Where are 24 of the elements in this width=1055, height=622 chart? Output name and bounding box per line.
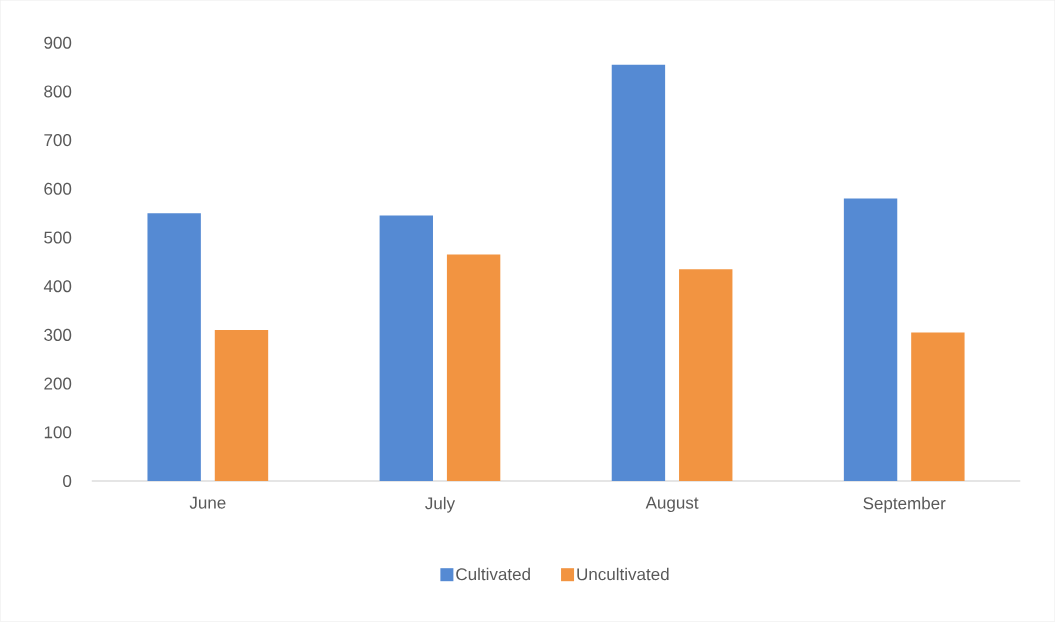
x-tick-label: September bbox=[863, 496, 946, 513]
bar bbox=[446, 254, 501, 482]
bar bbox=[611, 64, 666, 482]
y-tick-label: 0 bbox=[63, 475, 72, 488]
y-tick-label: 500 bbox=[44, 231, 72, 244]
y-tick-label: 300 bbox=[44, 328, 72, 342]
x-tick-label: June bbox=[189, 496, 226, 509]
y-tick-label: 700 bbox=[44, 134, 72, 147]
y-tick-label: 900 bbox=[44, 36, 72, 49]
legend-label: Cultivated bbox=[456, 567, 530, 581]
y-tick-label: 200 bbox=[44, 377, 72, 390]
bar bbox=[147, 213, 201, 482]
y-tick-label: 800 bbox=[44, 85, 72, 98]
bar bbox=[843, 198, 898, 482]
bar bbox=[679, 269, 733, 482]
x-tick-label: August bbox=[645, 496, 699, 513]
y-tick-label: 100 bbox=[44, 426, 72, 439]
bar bbox=[214, 330, 269, 482]
y-tick-label: 400 bbox=[43, 280, 72, 293]
legend-label: Uncultivated bbox=[577, 567, 669, 581]
y-tick-label: 600 bbox=[44, 182, 72, 195]
bar bbox=[911, 332, 965, 482]
bar bbox=[379, 215, 433, 482]
x-tick-label: July bbox=[425, 496, 456, 513]
